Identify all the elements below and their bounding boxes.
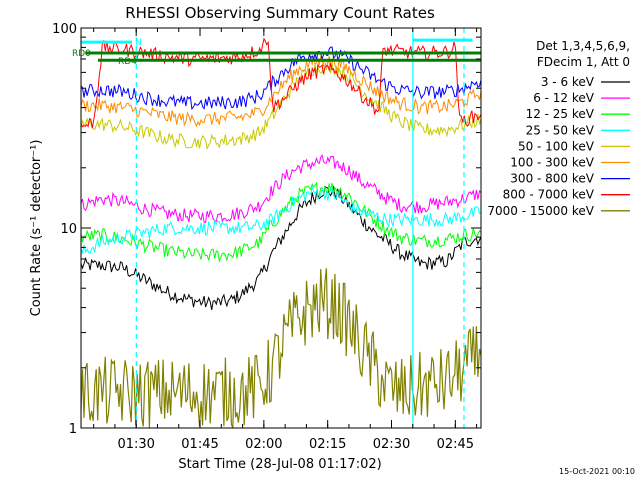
- legend-label: 12 - 25 keV: [526, 107, 595, 121]
- series-line-7000-15000kev: [81, 268, 481, 428]
- level-label-rd0: RD0: [72, 49, 91, 59]
- chart-title: RHESSI Observing Summary Count Rates: [125, 4, 435, 22]
- timestamp-label: 15-Oct-2021 00:10: [559, 467, 635, 476]
- series-line-50-100kev: [81, 59, 481, 151]
- series-line-3-6kev: [81, 185, 481, 310]
- legend-label: 800 - 7000 keV: [503, 188, 595, 202]
- x-axis-label: Start Time (28-Jul-08 01:17:02): [178, 457, 381, 472]
- plot-area: [81, 28, 481, 428]
- series-line-12-25kev: [81, 181, 481, 263]
- legend-header: Det 1,3,4,5,6,9, FDecim 1, Att 0: [536, 39, 630, 69]
- legend-label: 6 - 12 keV: [533, 91, 595, 105]
- legend-label: 3 - 6 keV: [541, 75, 595, 89]
- y-tick-label: 100: [52, 22, 77, 37]
- series-line-25-50kev: [81, 185, 481, 255]
- legend-header-line: Det 1,3,4,5,6,9,: [536, 39, 630, 53]
- x-tick-label: 02:45: [437, 437, 474, 452]
- x-tick-label: 02:15: [309, 437, 346, 452]
- y-tick-label: 1: [69, 422, 77, 437]
- x-tick-label: 01:30: [117, 437, 154, 452]
- x-tick-label: 02:30: [373, 437, 410, 452]
- legend-header-line: FDecim 1, Att 0: [537, 55, 630, 69]
- level-label-rd4: RD4: [118, 57, 137, 67]
- legend-label: 25 - 50 keV: [526, 123, 595, 137]
- legend-label: 7000 - 15000 keV: [487, 204, 594, 218]
- series-line-6-12kev: [81, 154, 481, 224]
- y-axis-label: Count Rate (s⁻¹ detector⁻¹): [29, 140, 44, 317]
- x-tick-label: 01:45: [181, 437, 218, 452]
- y-tick-label: 10: [60, 222, 77, 237]
- legend-label: 300 - 800 keV: [510, 172, 594, 186]
- plot-frame: [80, 27, 482, 429]
- series-line-100-300kev: [81, 55, 481, 128]
- legend-label: 100 - 300 keV: [510, 156, 594, 170]
- x-tick-label: 02:00: [245, 437, 282, 452]
- legend-label: 50 - 100 keV: [518, 139, 595, 153]
- series-line-300-800kev: [81, 46, 481, 111]
- axis-ticks: 01:30 01:45 02:00 02:15 02:30 02:45 1 10 100: [52, 22, 481, 452]
- legend: 3 - 6 keV 6 - 12 keV 12 - 25 keV 25 - 50 ke…: [487, 75, 630, 218]
- cyan-bar-label: N: [135, 38, 142, 48]
